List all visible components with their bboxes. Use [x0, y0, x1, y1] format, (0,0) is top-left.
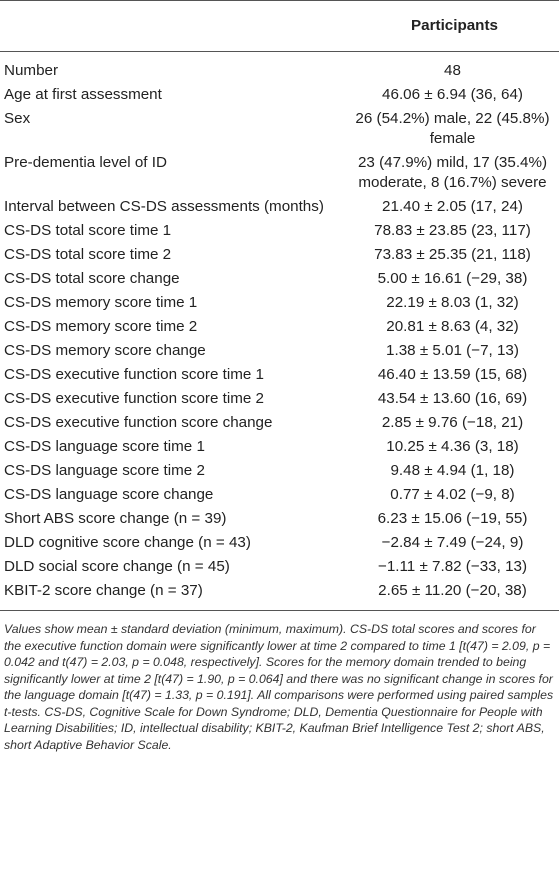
table-row: CS-DS executive function score time 2 43.… — [0, 387, 559, 411]
row-label: Age at first assessment — [4, 86, 162, 103]
table-row: CS-DS executive function score time 1 46.… — [0, 363, 559, 387]
row-value: 22.19 ± 8.03 (1, 32) — [386, 294, 519, 311]
row-label: Short ABS score change (n = 39) — [4, 510, 227, 527]
table-row: Sex 26 (54.2%) male, 22 (45.8%) female — [0, 107, 559, 151]
table-body: Number 48 Age at first assessment 46.06 ± 6… — [0, 52, 559, 611]
table-row: CS-DS language score time 2 9.48 ± 4.94 (… — [0, 459, 559, 483]
row-value: 0.77 ± 4.02 (−9, 8) — [390, 486, 515, 503]
row-label: CS-DS memory score change — [4, 342, 206, 359]
row-label: Pre-dementia level of ID — [4, 154, 167, 171]
row-label: KBIT-2 score change (n = 37) — [0, 579, 350, 611]
table-row: CS-DS language score change 0.77 ± 4.02 (… — [0, 483, 559, 507]
participants-table: Participants Number 48 Age at first assess… — [0, 0, 559, 611]
row-label: CS-DS language score change — [4, 486, 214, 503]
table-row: Pre-dementia level of ID 23 (47.9%) mild,… — [0, 151, 559, 195]
row-value: 46.40 ± 13.59 (15, 68) — [377, 366, 528, 383]
row-value: 26 (54.2%) male, 22 (45.8%) female — [355, 110, 550, 147]
row-value: 9.48 ± 4.94 (1, 18) — [390, 462, 515, 479]
row-value: 10.25 ± 4.36 (3, 18) — [386, 438, 519, 455]
row-value: 2.85 ± 9.76 (−18, 21) — [381, 414, 524, 431]
row-value: 21.40 ± 2.05 (17, 24) — [382, 198, 523, 215]
row-label: CS-DS memory score time 2 — [4, 318, 198, 335]
row-label: DLD cognitive score change (n = 43) — [4, 534, 251, 551]
row-value: 6.23 ± 15.06 (−19, 55) — [377, 510, 528, 527]
row-label: CS-DS total score time 2 — [4, 246, 172, 263]
table-row: KBIT-2 score change (n = 37) 2.65 ± 11.20… — [0, 579, 559, 611]
column-header-empty — [0, 0, 350, 52]
table-row: Short ABS score change (n = 39) 6.23 ± 15… — [0, 507, 559, 531]
table-row: DLD social score change (n = 45) −1.11 ± … — [0, 555, 559, 579]
table-row: Interval between CS-DS assessments (mont… — [0, 195, 559, 219]
row-value: 23 (47.9%) mild, 17 (35.4%) moderate, 8 … — [357, 154, 548, 191]
row-value: 1.38 ± 5.01 (−7, 13) — [386, 342, 519, 359]
row-label: CS-DS memory score time 1 — [4, 294, 198, 311]
row-value: 20.81 ± 8.63 (4, 32) — [386, 318, 519, 335]
row-label: CS-DS total score time 1 — [4, 222, 172, 239]
row-label: Interval between CS-DS assessments (mont… — [4, 198, 324, 215]
row-label: DLD social score change (n = 45) — [4, 558, 230, 575]
table-row: CS-DS memory score time 1 22.19 ± 8.03 (1… — [0, 291, 559, 315]
row-value: 48 — [444, 62, 461, 79]
table-row: Age at first assessment 46.06 ± 6.94 (36,… — [0, 83, 559, 107]
row-label: CS-DS language score time 1 — [4, 438, 205, 455]
table-row: Number 48 — [0, 52, 559, 84]
row-value: 5.00 ± 16.61 (−29, 38) — [377, 270, 528, 287]
row-value: 73.83 ± 25.35 (21, 118) — [374, 246, 531, 263]
row-label: Sex — [4, 110, 31, 127]
row-value: 78.83 ± 23.85 (23, 117) — [374, 222, 531, 239]
table-row: CS-DS total score time 1 78.83 ± 23.85 (2… — [0, 219, 559, 243]
table-row: CS-DS memory score change 1.38 ± 5.01 (−7… — [0, 339, 559, 363]
table-row: CS-DS executive function score change 2.8… — [0, 411, 559, 435]
row-label: CS-DS language score time 2 — [4, 462, 205, 479]
table-header-row: Participants — [0, 0, 559, 52]
row-value: 46.06 ± 6.94 (36, 64) — [382, 86, 523, 103]
row-value: −1.11 ± 7.82 (−33, 13) — [377, 558, 528, 575]
row-value: 2.65 ± 11.20 (−20, 38) — [350, 579, 559, 611]
row-value: −2.84 ± 7.49 (−24, 9) — [381, 534, 524, 551]
row-label: CS-DS executive function score time 1 — [4, 366, 264, 383]
table-row: CS-DS total score time 2 73.83 ± 25.35 (2… — [0, 243, 559, 267]
table-row: CS-DS total score change 5.00 ± 16.61 (−2… — [0, 267, 559, 291]
table-row: CS-DS memory score time 2 20.81 ± 8.63 (4… — [0, 315, 559, 339]
row-label: CS-DS total score change — [4, 270, 180, 287]
row-label: Number — [4, 62, 59, 79]
table-row: CS-DS language score time 1 10.25 ± 4.36 … — [0, 435, 559, 459]
column-header-participants: Participants — [350, 0, 559, 52]
row-value: 43.54 ± 13.60 (16, 69) — [377, 390, 528, 407]
row-label: CS-DS executive function score change — [4, 414, 273, 431]
table-footnote: Values show mean ± standard deviation (m… — [4, 622, 554, 752]
table-row: DLD cognitive score change (n = 43) −2.84… — [0, 531, 559, 555]
row-label: CS-DS executive function score time 2 — [4, 390, 264, 407]
